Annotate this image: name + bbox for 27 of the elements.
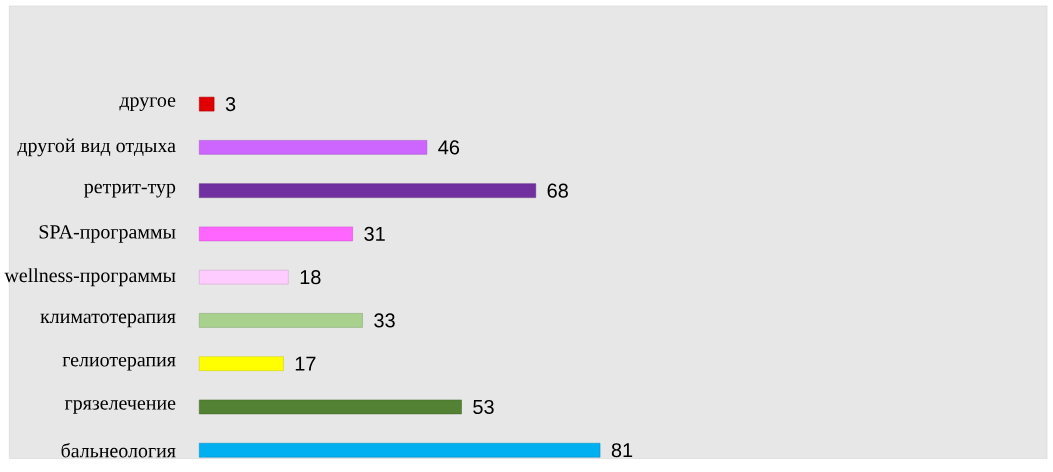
- data-label: 33: [374, 313, 395, 328]
- data-label: 17: [295, 356, 316, 371]
- bar: [199, 226, 353, 242]
- y-tick-label: другой вид отдыха: [17, 138, 176, 157]
- bar: [199, 140, 428, 155]
- bar: [199, 443, 601, 458]
- bar: [199, 313, 363, 328]
- y-tick-label: климатотерапия: [40, 313, 176, 328]
- bar: [199, 269, 289, 285]
- y-tick-label: wellness-программы: [4, 268, 176, 287]
- data-label: 53: [473, 399, 494, 415]
- data-label: 46: [438, 140, 460, 155]
- y-tick-label: гелиотерапия: [62, 356, 176, 371]
- data-label: 81: [611, 443, 633, 458]
- y-tick-label: SPA-программы: [39, 225, 176, 243]
- bar: [199, 399, 462, 415]
- bar: [199, 96, 215, 112]
- data-label: 31: [364, 226, 385, 242]
- data-label: 18: [300, 270, 321, 285]
- data-label: 68: [547, 183, 568, 198]
- y-tick-label: другое: [119, 97, 176, 112]
- y-tick-label: грязелечение: [64, 400, 176, 414]
- y-tick-label: бальнеология: [61, 443, 176, 458]
- bar: [199, 183, 536, 198]
- data-label: 3: [225, 97, 236, 112]
- bar: [199, 356, 284, 372]
- y-tick-label: ретрит-тур: [84, 183, 176, 198]
